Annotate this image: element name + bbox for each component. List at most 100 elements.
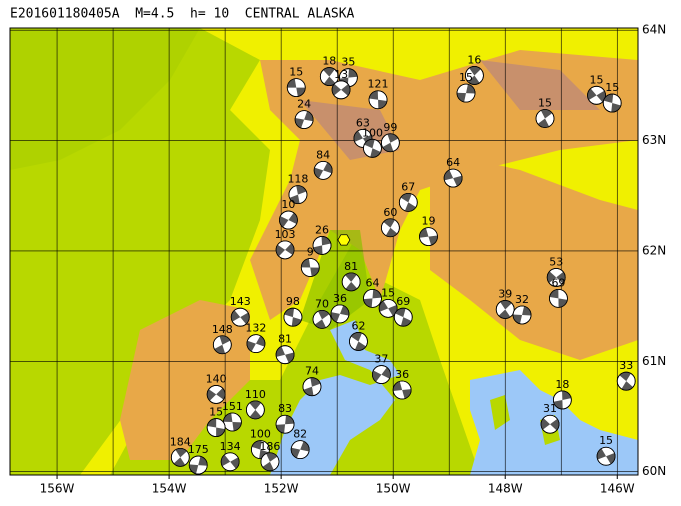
map-title: E201601180405A M=4.5 h= 10 CENTRAL ALASK… bbox=[10, 7, 355, 22]
beachball-edge bbox=[596, 446, 616, 466]
graticule bbox=[10, 28, 638, 475]
beachball-edge bbox=[512, 305, 532, 325]
depth-label: 36 bbox=[395, 368, 409, 381]
depth-label: 143 bbox=[230, 295, 251, 308]
lon-label: 150W bbox=[376, 482, 411, 496]
depth-label: 26 bbox=[315, 223, 329, 236]
compressional-quadrant bbox=[314, 162, 333, 179]
focal-mechanism bbox=[245, 400, 265, 420]
focal-mechanism bbox=[512, 305, 532, 325]
compressional-quadrant bbox=[173, 448, 187, 467]
compressional-quadrant bbox=[363, 289, 382, 308]
focal-mechanism bbox=[275, 345, 295, 365]
depth-label: 74 bbox=[305, 365, 319, 378]
compressional-quadrant bbox=[372, 367, 391, 382]
beachball-edge bbox=[372, 365, 391, 384]
beachball-edge bbox=[331, 80, 351, 100]
compressional-quadrant bbox=[262, 452, 278, 471]
beachball-edge bbox=[535, 109, 555, 128]
compressional-quadrant bbox=[313, 236, 331, 255]
depth-label: 98 bbox=[286, 295, 300, 308]
beachball-edge bbox=[393, 307, 413, 327]
depth-label: 15 bbox=[209, 406, 223, 419]
depth-label: 60 bbox=[383, 206, 397, 219]
beachball-edge bbox=[275, 345, 295, 365]
depth-label: 15 bbox=[289, 66, 303, 79]
focal-mechanism bbox=[372, 365, 391, 384]
compressional-quadrant bbox=[330, 305, 349, 323]
depth-label: 99 bbox=[383, 121, 397, 134]
compressional-quadrant bbox=[345, 272, 358, 291]
focal-mechanism bbox=[275, 414, 295, 434]
beachball-edge bbox=[378, 298, 398, 318]
lat-label: 61N bbox=[642, 354, 666, 368]
compressional-quadrant bbox=[207, 418, 226, 437]
depth-label: 63 bbox=[356, 116, 370, 129]
depth-label: 24 bbox=[297, 98, 311, 111]
compressional-quadrant bbox=[323, 67, 336, 86]
beachball-edge bbox=[286, 78, 306, 97]
compressional-quadrant bbox=[276, 415, 295, 434]
beachball-edge bbox=[302, 377, 322, 397]
depth-label: 15 bbox=[381, 286, 395, 299]
depth-label: 15 bbox=[459, 71, 473, 84]
beachball-edge bbox=[245, 400, 265, 420]
beachball-edge bbox=[206, 385, 226, 404]
focal-mechanism bbox=[206, 418, 226, 437]
compressional-quadrant bbox=[537, 109, 553, 128]
compressional-quadrant bbox=[289, 185, 307, 204]
compressional-quadrant bbox=[369, 90, 387, 109]
compressional-quadrant bbox=[379, 300, 398, 316]
beachball-edge bbox=[312, 236, 332, 255]
beachball-edge bbox=[313, 160, 333, 180]
focal-mechanism bbox=[331, 80, 351, 100]
focal-mechanism bbox=[312, 236, 332, 255]
depth-label: 186 bbox=[259, 440, 280, 453]
lat-label: 60N bbox=[642, 464, 666, 478]
focal-mechanism bbox=[456, 83, 476, 103]
focal-mechanism bbox=[220, 452, 240, 472]
beachball-edge bbox=[188, 455, 208, 475]
depth-label: 16 bbox=[467, 53, 481, 66]
beachball-edge bbox=[602, 93, 622, 113]
depth-label: 19 bbox=[421, 215, 435, 228]
compressional-quadrant bbox=[287, 78, 306, 97]
focal-mechanism bbox=[283, 307, 303, 327]
depth-label: 184 bbox=[170, 435, 191, 448]
lat-label: 64N bbox=[642, 23, 666, 37]
beachball-edge bbox=[246, 334, 266, 354]
compressional-quadrant bbox=[587, 88, 606, 103]
focal-mechanism bbox=[587, 85, 606, 105]
beachball-edge bbox=[363, 289, 382, 308]
focal-mechanism bbox=[380, 133, 400, 153]
depth-label: 70 bbox=[315, 297, 329, 310]
lat-label: 62N bbox=[642, 243, 666, 257]
compressional-quadrant bbox=[214, 335, 231, 354]
depth-label: 53 bbox=[549, 255, 563, 268]
focal-mechanism bbox=[312, 309, 332, 329]
focal-mechanism bbox=[294, 110, 314, 130]
beachball-edge bbox=[206, 418, 226, 437]
compressional-quadrant bbox=[332, 83, 351, 96]
depth-label: 15 bbox=[599, 434, 613, 447]
compressional-quadrant bbox=[444, 169, 463, 187]
compressional-quadrant bbox=[291, 441, 310, 458]
depth-label: 18 bbox=[322, 55, 336, 68]
beachball-edge bbox=[330, 304, 350, 324]
compressional-quadrant bbox=[350, 332, 367, 351]
compressional-quadrant bbox=[231, 310, 250, 325]
compressional-quadrant bbox=[395, 308, 412, 327]
beachball-edge bbox=[380, 218, 400, 238]
epicenter bbox=[337, 234, 351, 246]
focal-mechanism bbox=[495, 300, 515, 319]
compressional-quadrant bbox=[597, 448, 616, 464]
compressional-quadrant bbox=[301, 258, 320, 277]
focal-mechanism bbox=[279, 210, 298, 230]
beachball-edge bbox=[319, 67, 339, 86]
beachball-edge bbox=[279, 210, 298, 230]
focal-mechanism bbox=[363, 289, 382, 308]
beachball-edge bbox=[368, 90, 388, 110]
beachball-edge bbox=[392, 380, 412, 400]
focal-mechanism bbox=[393, 307, 413, 327]
compressional-quadrant bbox=[400, 193, 416, 212]
